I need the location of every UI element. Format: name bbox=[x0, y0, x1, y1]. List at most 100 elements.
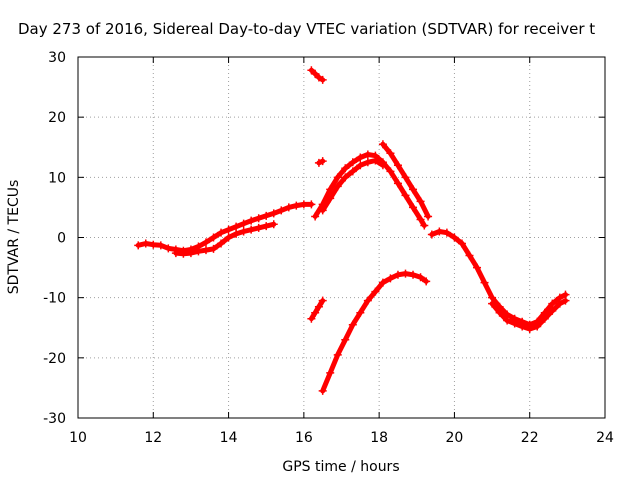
data-point bbox=[232, 229, 241, 238]
data-point bbox=[179, 249, 188, 258]
data-point bbox=[239, 219, 248, 228]
data-point bbox=[318, 386, 327, 395]
data-point bbox=[356, 308, 365, 317]
data-point bbox=[314, 158, 323, 167]
data-point bbox=[416, 215, 425, 224]
y-tick-label: -10 bbox=[43, 291, 66, 307]
data-point bbox=[356, 161, 365, 170]
data-point bbox=[561, 296, 570, 305]
data-point bbox=[386, 274, 395, 283]
y-tick-label: -20 bbox=[43, 351, 66, 367]
data-point bbox=[164, 244, 173, 253]
x-axis-label: GPS time / hours bbox=[282, 459, 399, 475]
data-point bbox=[416, 273, 425, 282]
data-point bbox=[409, 270, 418, 279]
data-point bbox=[341, 173, 350, 182]
data-point bbox=[401, 191, 410, 200]
data-point bbox=[262, 222, 271, 231]
data-point bbox=[422, 277, 431, 286]
data-point bbox=[149, 240, 158, 249]
data-point bbox=[284, 203, 293, 212]
data-point bbox=[341, 164, 350, 173]
data-point bbox=[247, 225, 256, 234]
data-point bbox=[269, 209, 278, 218]
data-point bbox=[371, 287, 380, 296]
x-tick-label: 18 bbox=[370, 430, 388, 446]
data-point bbox=[318, 157, 327, 166]
series-arc-peak-upper bbox=[311, 150, 429, 230]
data-point bbox=[299, 200, 308, 209]
data-point bbox=[318, 75, 327, 84]
data-point bbox=[326, 368, 335, 377]
y-axis-label: SDTVAR / TECUs bbox=[6, 180, 22, 295]
data-point bbox=[269, 220, 278, 229]
x-tick-label: 14 bbox=[220, 430, 238, 446]
data-point bbox=[311, 308, 320, 317]
data-point bbox=[465, 251, 474, 260]
data-point bbox=[186, 249, 195, 258]
data-series bbox=[134, 66, 570, 395]
data-point bbox=[141, 239, 150, 248]
series-arc-short-low bbox=[307, 296, 327, 323]
data-point bbox=[378, 278, 387, 287]
data-point bbox=[363, 296, 372, 305]
series-band bbox=[308, 67, 326, 83]
data-point bbox=[378, 161, 387, 170]
data-point bbox=[416, 197, 425, 206]
series-arc-low-morning bbox=[171, 220, 278, 258]
data-point bbox=[503, 316, 512, 325]
axis-ticks: 10 12 14 16 18 20 22 24 -30 -20 -10 0 10 20 30 bbox=[43, 50, 614, 446]
x-tick-label: 22 bbox=[521, 430, 539, 446]
data-point bbox=[224, 233, 233, 242]
data-point bbox=[307, 200, 316, 209]
x-tick-label: 20 bbox=[446, 430, 464, 446]
data-point bbox=[548, 306, 557, 315]
data-point bbox=[333, 350, 342, 359]
data-point bbox=[450, 233, 459, 242]
data-point bbox=[224, 225, 233, 234]
data-point bbox=[457, 239, 466, 248]
data-point bbox=[217, 228, 226, 237]
data-point bbox=[420, 221, 429, 230]
data-point bbox=[393, 179, 402, 188]
x-tick-label: 10 bbox=[69, 430, 87, 446]
data-point bbox=[424, 212, 433, 221]
data-point bbox=[134, 241, 143, 250]
data-point bbox=[363, 158, 372, 167]
data-point bbox=[378, 140, 387, 149]
data-point bbox=[277, 206, 286, 215]
x-tick-label: 24 bbox=[596, 430, 614, 446]
data-point bbox=[533, 322, 542, 331]
data-point bbox=[292, 201, 301, 210]
data-point bbox=[201, 238, 210, 247]
data-point bbox=[262, 211, 271, 220]
data-point bbox=[194, 247, 203, 256]
y-tick-label: 0 bbox=[57, 231, 66, 247]
data-point bbox=[341, 335, 350, 344]
data-point bbox=[435, 227, 444, 236]
series-arc-steep-descent bbox=[378, 140, 433, 221]
data-point bbox=[540, 314, 549, 323]
y-tick-label: 10 bbox=[48, 170, 66, 186]
data-point bbox=[209, 244, 218, 253]
y-tick-label: 20 bbox=[48, 110, 66, 126]
data-point bbox=[307, 314, 316, 323]
data-point bbox=[371, 156, 380, 165]
data-point bbox=[401, 173, 410, 182]
data-point bbox=[239, 227, 248, 236]
data-point bbox=[171, 249, 180, 258]
data-point bbox=[254, 223, 263, 232]
data-point bbox=[510, 319, 519, 328]
chart-title: Day 273 of 2016, Sidereal Day-to-day VTE… bbox=[18, 20, 595, 38]
data-point bbox=[209, 233, 218, 242]
series-arc-peak-lower bbox=[318, 156, 387, 215]
data-point bbox=[311, 212, 320, 221]
data-point bbox=[518, 322, 527, 331]
data-point bbox=[348, 167, 357, 176]
data-point bbox=[495, 308, 504, 317]
x-tick-label: 12 bbox=[144, 430, 162, 446]
data-point bbox=[318, 206, 327, 215]
data-point bbox=[442, 228, 451, 237]
data-point bbox=[217, 239, 226, 248]
data-point bbox=[548, 299, 557, 308]
